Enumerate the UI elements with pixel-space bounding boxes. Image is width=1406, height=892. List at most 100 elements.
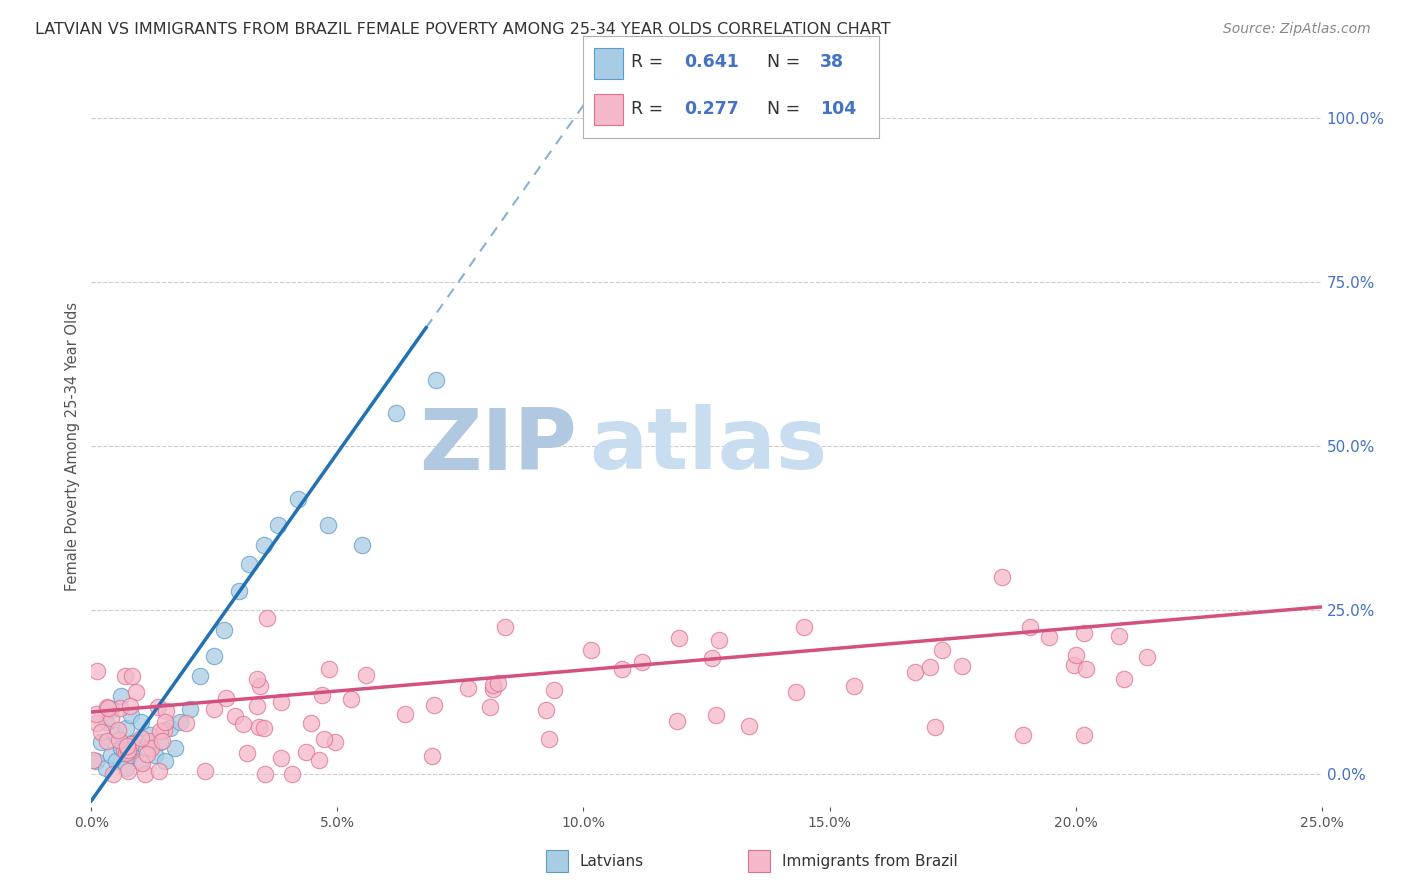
Point <box>86 716 108 731</box>
FancyBboxPatch shape <box>593 95 623 125</box>
Point <box>325 735 347 749</box>
Point <box>202 649 225 664</box>
Point <box>100 747 122 762</box>
Point <box>1108 629 1130 643</box>
Point <box>425 373 447 387</box>
Point <box>163 741 186 756</box>
Point <box>494 620 516 634</box>
Point <box>486 676 509 690</box>
Point <box>314 732 336 747</box>
Point <box>610 662 633 676</box>
Point <box>124 734 146 748</box>
Point <box>918 660 941 674</box>
Point <box>254 766 277 780</box>
Point <box>1074 662 1097 676</box>
Point <box>294 745 316 759</box>
Point <box>704 707 727 722</box>
Point <box>702 651 724 665</box>
Point <box>153 754 177 768</box>
Point <box>354 668 377 682</box>
Point <box>96 700 118 714</box>
Text: atlas: atlas <box>589 404 828 488</box>
Point <box>120 747 142 762</box>
Y-axis label: Female Poverty Among 25-34 Year Olds: Female Poverty Among 25-34 Year Olds <box>65 301 80 591</box>
Point <box>90 734 112 748</box>
Text: 38: 38 <box>820 54 844 71</box>
Point <box>110 741 132 756</box>
Point <box>188 669 211 683</box>
Point <box>785 685 807 699</box>
Point <box>100 711 122 725</box>
Text: ZIP: ZIP <box>419 404 578 488</box>
Text: N =: N = <box>766 54 806 71</box>
Point <box>105 728 127 742</box>
Point <box>1064 648 1087 662</box>
Point <box>1136 650 1159 665</box>
Point <box>420 748 443 763</box>
Point <box>707 633 730 648</box>
Text: LATVIAN VS IMMIGRANTS FROM BRAZIL FEMALE POVERTY AMONG 25-34 YEAR OLDS CORRELATI: LATVIAN VS IMMIGRANTS FROM BRAZIL FEMALE… <box>35 22 891 37</box>
Point <box>148 700 170 714</box>
Point <box>115 739 138 754</box>
Point <box>339 691 361 706</box>
Point <box>108 701 131 715</box>
Point <box>482 682 505 697</box>
Text: R =: R = <box>631 100 668 118</box>
Point <box>159 722 181 736</box>
Point <box>253 722 276 736</box>
Point <box>139 728 162 742</box>
Point <box>270 751 292 765</box>
Point <box>931 643 953 657</box>
Point <box>281 766 304 780</box>
Point <box>793 619 815 633</box>
Point <box>247 720 270 734</box>
Point <box>86 665 108 679</box>
Point <box>228 583 250 598</box>
Point <box>236 746 259 760</box>
Point <box>308 753 330 767</box>
Text: Latvians: Latvians <box>579 854 644 869</box>
Point <box>115 746 138 760</box>
Point <box>101 766 124 780</box>
Point <box>267 517 290 532</box>
Point <box>215 690 238 705</box>
Point <box>112 743 135 757</box>
Point <box>246 672 269 686</box>
Point <box>224 708 246 723</box>
Point <box>96 734 118 748</box>
Point <box>117 743 139 757</box>
Point <box>1073 727 1095 741</box>
Point <box>169 714 191 729</box>
Point <box>534 703 557 717</box>
Point <box>149 724 172 739</box>
Point <box>270 695 292 709</box>
Point <box>114 722 138 736</box>
Point <box>129 731 152 745</box>
Point <box>120 737 142 751</box>
Point <box>96 761 117 775</box>
Text: 0.641: 0.641 <box>683 54 738 71</box>
Text: R =: R = <box>631 54 668 71</box>
Point <box>249 679 271 693</box>
Point <box>179 702 201 716</box>
Point <box>579 642 602 657</box>
Text: 104: 104 <box>820 100 856 118</box>
Point <box>385 406 408 420</box>
Point <box>134 766 156 780</box>
Point <box>86 754 108 768</box>
Point <box>100 702 122 716</box>
Point <box>125 685 148 699</box>
Point <box>107 723 129 737</box>
Point <box>117 764 139 778</box>
Point <box>117 745 139 759</box>
Point <box>256 611 278 625</box>
Point <box>150 734 173 748</box>
Point <box>120 708 142 723</box>
Point <box>665 714 688 728</box>
Point <box>131 756 153 771</box>
Point <box>202 702 225 716</box>
Point <box>145 747 166 762</box>
Point <box>482 678 505 692</box>
Text: Immigrants from Brazil: Immigrants from Brazil <box>782 854 957 869</box>
Point <box>238 558 260 572</box>
